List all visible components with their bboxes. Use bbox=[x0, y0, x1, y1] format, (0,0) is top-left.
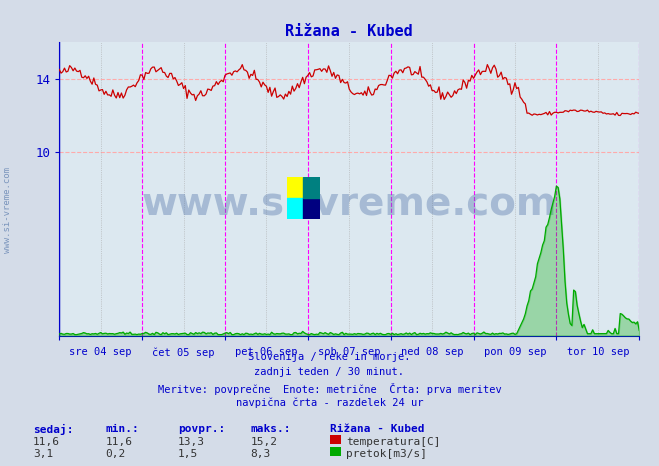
Text: 0,2: 0,2 bbox=[105, 449, 126, 459]
Text: sob 07 sep: sob 07 sep bbox=[318, 347, 380, 357]
Bar bbox=[287, 198, 303, 219]
Text: min.:: min.: bbox=[105, 424, 139, 434]
Text: čet 05 sep: čet 05 sep bbox=[152, 347, 215, 358]
Text: pretok[m3/s]: pretok[m3/s] bbox=[346, 449, 427, 459]
Text: 1,5: 1,5 bbox=[178, 449, 198, 459]
Text: 3,1: 3,1 bbox=[33, 449, 53, 459]
Text: povpr.:: povpr.: bbox=[178, 424, 225, 434]
Text: www.si-vreme.com: www.si-vreme.com bbox=[142, 185, 557, 222]
Bar bbox=[303, 198, 320, 219]
Bar bbox=[287, 177, 303, 198]
Text: Rižana - Kubed: Rižana - Kubed bbox=[330, 424, 424, 434]
Text: 11,6: 11,6 bbox=[105, 437, 132, 447]
Text: 8,3: 8,3 bbox=[250, 449, 271, 459]
Title: Rižana - Kubed: Rižana - Kubed bbox=[285, 24, 413, 40]
Text: pet 06 sep: pet 06 sep bbox=[235, 347, 298, 357]
Text: ned 08 sep: ned 08 sep bbox=[401, 347, 463, 357]
Text: www.si-vreme.com: www.si-vreme.com bbox=[3, 167, 13, 253]
Text: 13,3: 13,3 bbox=[178, 437, 205, 447]
Text: tor 10 sep: tor 10 sep bbox=[567, 347, 629, 357]
Text: sedaj:: sedaj: bbox=[33, 424, 73, 435]
Text: pon 09 sep: pon 09 sep bbox=[484, 347, 546, 357]
Text: temperatura[C]: temperatura[C] bbox=[346, 437, 440, 447]
Text: zadnji teden / 30 minut.: zadnji teden / 30 minut. bbox=[254, 367, 405, 377]
Text: 11,6: 11,6 bbox=[33, 437, 60, 447]
Text: Meritve: povprečne  Enote: metrične  Črta: prva meritev: Meritve: povprečne Enote: metrične Črta:… bbox=[158, 383, 501, 395]
Text: maks.:: maks.: bbox=[250, 424, 291, 434]
Text: Slovenija / reke in morje.: Slovenija / reke in morje. bbox=[248, 352, 411, 362]
Text: navpična črta - razdelek 24 ur: navpična črta - razdelek 24 ur bbox=[236, 398, 423, 409]
Text: 15,2: 15,2 bbox=[250, 437, 277, 447]
Text: sre 04 sep: sre 04 sep bbox=[69, 347, 132, 357]
Bar bbox=[303, 177, 320, 198]
